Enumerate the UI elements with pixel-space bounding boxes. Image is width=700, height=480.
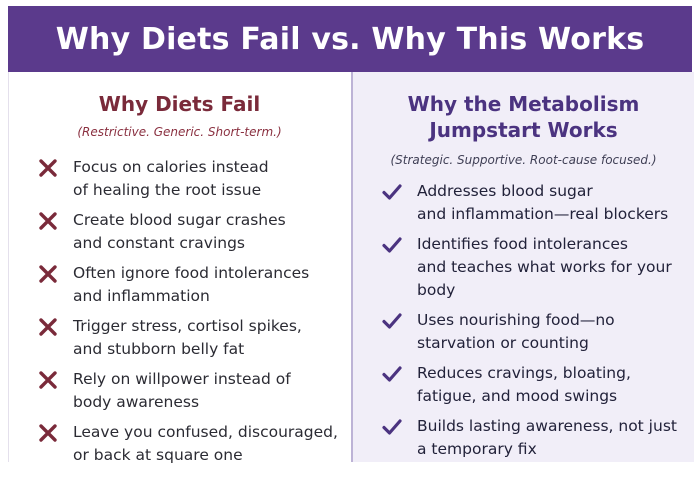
- item-line: Builds lasting awareness, not just: [417, 417, 677, 435]
- list-item: Create blood sugar crashes and constant c…: [9, 209, 350, 255]
- item-line: and teaches what works for your: [417, 258, 672, 276]
- item-line: Rely on willpower instead of: [73, 370, 291, 388]
- item-line: of healing the root issue: [73, 181, 262, 199]
- this-works-title-line: Why the Metabolism: [407, 92, 640, 116]
- item-line: fatigue, and mood swings: [417, 387, 618, 405]
- list-item: Often ignore food intolerances and inflam…: [9, 262, 350, 308]
- item-line: Trigger stress, cortisol spikes,: [73, 317, 302, 335]
- list-item: Reduces cravings, bloating, fatigue, and …: [353, 362, 694, 408]
- diets-fail-panel: Why Diets Fail (Restrictive. Generic. Sh…: [8, 72, 350, 464]
- header-banner: Why Diets Fail vs. Why This Works: [8, 6, 692, 72]
- page-title: Why Diets Fail vs. Why This Works: [55, 21, 645, 57]
- x-mark-icon: [39, 424, 57, 442]
- check-mark-icon: [382, 184, 402, 200]
- item-line: or back at square one: [73, 446, 243, 464]
- item-line: and stubborn belly fat: [73, 340, 245, 358]
- item-line: Often ignore food intolerances: [73, 264, 310, 282]
- check-mark-icon: [382, 237, 402, 253]
- this-works-title: Why the Metabolism Jumpstart Works: [353, 72, 694, 143]
- item-line: body awareness: [73, 393, 200, 411]
- x-mark-icon: [39, 318, 57, 336]
- x-mark-icon: [39, 212, 57, 230]
- list-item: Focus on calories instead of healing the …: [9, 156, 350, 202]
- item-line: Create blood sugar crashes: [73, 211, 286, 229]
- x-mark-icon: [39, 371, 57, 389]
- list-item: Builds lasting awareness, not just a temp…: [353, 415, 694, 461]
- list-item: Trigger stress, cortisol spikes, and stub…: [9, 315, 350, 361]
- this-works-title-line: Jumpstart Works: [429, 118, 618, 142]
- x-mark-icon: [39, 265, 57, 283]
- item-line: and constant cravings: [73, 234, 246, 252]
- diets-fail-list: Focus on calories instead of healing the …: [9, 156, 350, 474]
- item-line: Uses nourishing food—no: [417, 311, 615, 329]
- item-line: Focus on calories instead: [73, 158, 269, 176]
- item-line: Addresses blood sugar: [417, 182, 593, 200]
- item-line: starvation or counting: [417, 334, 589, 352]
- check-mark-icon: [382, 366, 402, 382]
- this-works-subtitle: (Strategic. Supportive. Root-cause focus…: [390, 153, 657, 167]
- item-line: Leave you confused, discouraged,: [73, 423, 338, 441]
- item-line: a temporary fix: [417, 440, 537, 458]
- list-item: Uses nourishing food—no starvation or cou…: [353, 309, 694, 355]
- check-mark-icon: [382, 313, 402, 329]
- check-mark-icon: [382, 419, 402, 435]
- item-line: Reduces cravings, bloating,: [417, 364, 631, 382]
- diets-fail-title: Why Diets Fail: [98, 92, 261, 116]
- item-line: body: [417, 281, 456, 299]
- this-works-list: Addresses blood sugar and inflammation—re…: [353, 180, 694, 468]
- list-item: Identifies food intolerances and teaches …: [353, 233, 694, 302]
- list-item: Addresses blood sugar and inflammation—re…: [353, 180, 694, 226]
- item-line: and inflammation: [73, 287, 210, 305]
- item-line: Identifies food intolerances: [417, 235, 629, 253]
- this-works-panel: Why the Metabolism Jumpstart Works (Strat…: [351, 72, 694, 462]
- diets-fail-subtitle: (Restrictive. Generic. Short-term.): [77, 125, 282, 139]
- list-item: Rely on willpower instead of body awarene…: [9, 368, 350, 414]
- item-line: and inflammation—real blockers: [417, 205, 669, 223]
- x-mark-icon: [39, 159, 57, 177]
- list-item: Leave you confused, discouraged, or back …: [9, 421, 350, 467]
